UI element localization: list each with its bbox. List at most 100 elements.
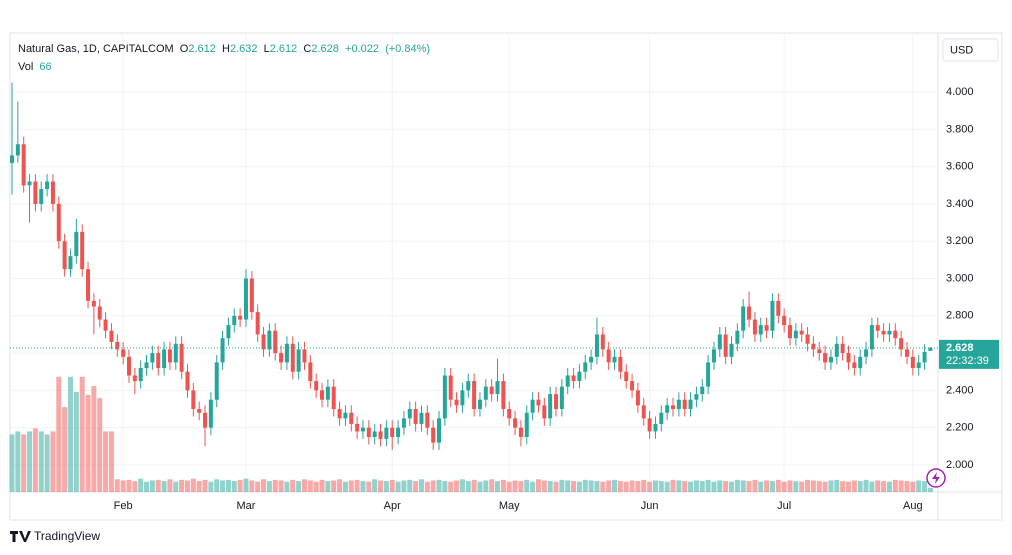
volume-bar — [231, 481, 237, 492]
candle-body — [671, 405, 676, 410]
volume-bar — [647, 481, 653, 492]
volume-bar — [571, 481, 577, 492]
candle-body — [109, 330, 114, 342]
candle-body — [255, 312, 260, 335]
candle-body — [864, 349, 869, 357]
symbol-title: Natural Gas, 1D, CAPITALCOM — [18, 43, 174, 55]
frame — [9, 32, 1003, 521]
volume-bar — [237, 479, 243, 492]
candle-body — [203, 412, 208, 428]
candle-body — [548, 394, 553, 419]
candle-body — [302, 349, 307, 363]
ohlc-value: 2.612 — [188, 43, 216, 55]
volume-bar — [454, 480, 460, 492]
volume-bar — [910, 481, 916, 492]
candle-body — [290, 343, 295, 372]
volume-bar — [120, 480, 126, 492]
candle-body — [132, 375, 137, 382]
volume-bar — [535, 479, 541, 492]
volume-pane — [9, 376, 933, 492]
candle-body — [899, 338, 904, 350]
volume-bar — [372, 479, 378, 492]
volume-bar — [758, 481, 764, 492]
candle-body — [735, 330, 740, 344]
volume-bar — [775, 479, 781, 492]
candle-body — [536, 399, 541, 406]
candle-body — [875, 325, 880, 331]
volume-bar — [530, 481, 536, 492]
volume-bar — [225, 479, 231, 492]
candle-body — [419, 412, 424, 424]
ohlc-key: H — [222, 43, 230, 55]
x-tick-label: Apr — [384, 500, 401, 512]
volume-bar — [21, 434, 27, 492]
volume-bar — [676, 480, 682, 492]
volume-bar — [278, 480, 284, 492]
volume-bar — [465, 481, 471, 492]
currency-button[interactable] — [942, 38, 999, 62]
volume-bar — [717, 480, 723, 492]
candle-body — [261, 334, 266, 350]
volume-bar — [114, 479, 120, 492]
candle-body — [91, 300, 96, 307]
candle-body — [50, 181, 55, 204]
volume-legend: Vol 66 — [18, 58, 430, 76]
volume-bar — [541, 480, 547, 492]
candle-body — [594, 334, 599, 357]
volume-bar — [740, 480, 746, 492]
y-tick-label: 3.400 — [946, 198, 974, 210]
y-tick-label: 3.200 — [946, 235, 974, 247]
volume-bar — [682, 481, 688, 492]
volume-bar — [927, 488, 933, 492]
volume-bar — [752, 479, 758, 492]
volume-bar — [810, 480, 816, 492]
volume-bar — [448, 481, 454, 492]
volume-bar — [301, 479, 307, 492]
volume-bar — [483, 480, 489, 492]
volume-bar — [805, 479, 811, 492]
change-percent: (+0.84%) — [385, 43, 431, 55]
volume-bar — [97, 398, 103, 492]
volume-bar — [506, 481, 512, 492]
volume-bar — [886, 481, 892, 492]
candle-body — [676, 399, 681, 410]
currency[interactable]: USD — [950, 44, 973, 56]
volume-bar — [565, 480, 571, 492]
candle-body — [249, 278, 254, 313]
volume-bar — [38, 431, 44, 492]
candle-body — [717, 334, 722, 350]
candle-body — [437, 418, 442, 443]
volume-bar — [764, 480, 770, 492]
candle-body — [665, 405, 670, 413]
candle-body — [811, 343, 816, 350]
volume-bar — [711, 481, 717, 492]
candle-body — [220, 338, 225, 363]
candle-body — [606, 349, 611, 363]
candle-body — [138, 368, 143, 382]
volume-bar — [418, 479, 424, 492]
volume-bar — [389, 479, 395, 492]
candle-body — [448, 375, 453, 400]
candle-body — [472, 381, 477, 410]
legend: Natural Gas, 1D, CAPITALCOM O2.612 H2.63… — [18, 40, 430, 76]
volume-bar — [155, 479, 161, 492]
candle-body — [559, 386, 564, 410]
volume-bar — [623, 481, 629, 492]
candle-body — [150, 353, 155, 363]
candle-body — [799, 330, 804, 335]
volume-bar — [173, 481, 179, 492]
volume-bar — [378, 480, 384, 492]
volume-bar — [126, 479, 132, 492]
volume-bar — [62, 407, 68, 492]
candle-body — [501, 381, 506, 410]
axes: 2.0002.2002.4002.6002.8003.0003.2003.400… — [10, 86, 999, 512]
volume-value: 66 — [39, 61, 52, 73]
volume-bar — [705, 479, 711, 492]
candle-body — [729, 343, 734, 357]
volume-bar — [202, 479, 208, 492]
candle-body — [910, 356, 915, 369]
candle-body — [384, 427, 389, 439]
candle-body — [121, 349, 126, 357]
candle-body — [355, 423, 360, 432]
